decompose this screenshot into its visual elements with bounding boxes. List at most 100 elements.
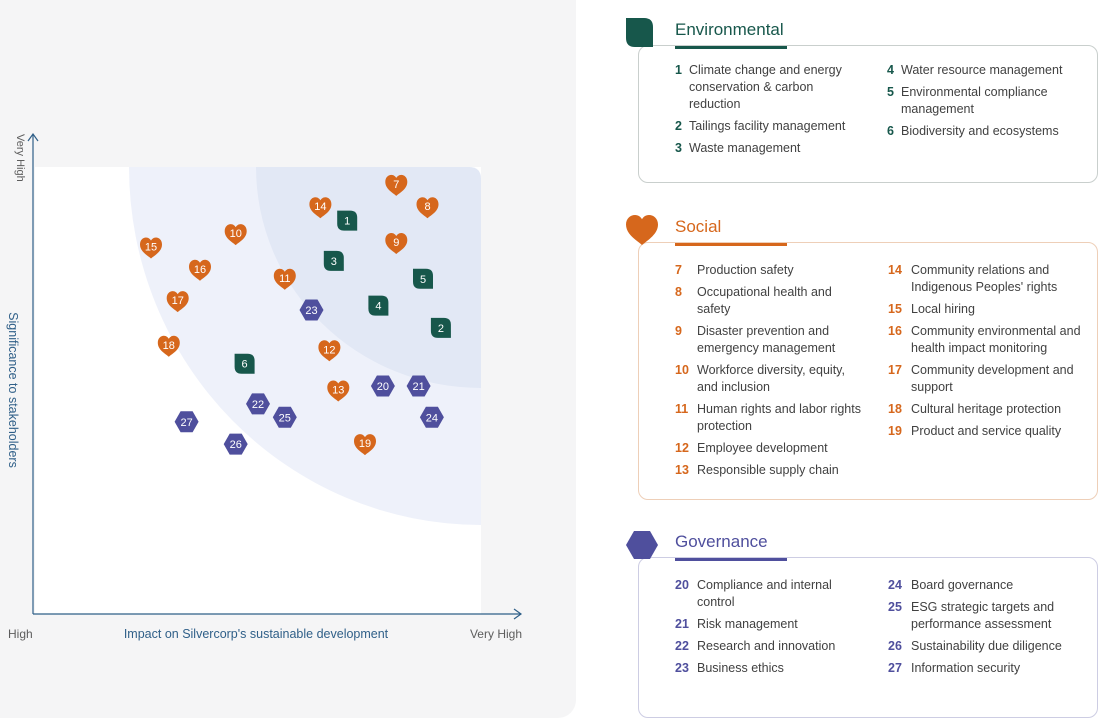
legend-item-label: Compliance and internal control: [697, 578, 832, 609]
marker-22: 22: [246, 393, 270, 415]
legend-item-number: 1: [675, 63, 682, 77]
social-title: Social: [675, 217, 722, 236]
legend-item-27: 27 Information security: [888, 660, 1088, 677]
heart-icon: [626, 215, 658, 245]
marker-4: 4: [368, 295, 389, 316]
y-axis-arrow: [27, 132, 39, 142]
marker-12: 12: [318, 340, 341, 362]
marker-label: 26: [230, 439, 242, 451]
marker-1: 1: [337, 210, 358, 231]
marker-8: 8: [416, 197, 439, 219]
legend-item-9: 9 Disaster prevention and emergency manag…: [675, 323, 865, 357]
legend-item-1: 1 Climate change and energy conservation …: [675, 62, 865, 113]
marker-24: 24: [419, 406, 444, 428]
marker-label: 18: [163, 340, 175, 352]
legend-item-number: 26: [888, 639, 902, 653]
heart-marker-shape: [273, 268, 296, 290]
legend-item-label: Tailings facility management: [689, 119, 846, 133]
marker-19: 19: [354, 434, 376, 456]
marker-label: 4: [375, 301, 381, 313]
material-zone-inner: [256, 167, 481, 388]
marker-2: 2: [430, 317, 451, 338]
legend-item-number: 3: [675, 141, 682, 155]
legend-item-14: 14 Community relations and Indigenous Peo…: [888, 262, 1088, 296]
legend-item-label: Workforce diversity, equity, and inclusi…: [697, 363, 845, 394]
axes: [27, 132, 523, 620]
marker-20: 20: [370, 375, 395, 397]
legend-item-label: Board governance: [911, 578, 1014, 592]
marker-7: 7: [385, 174, 408, 196]
marker-label: 9: [393, 237, 399, 249]
heart-marker-shape: [224, 224, 247, 246]
marker-10: 10: [224, 224, 247, 246]
legend-item-4: 4 Water resource management: [887, 62, 1087, 79]
legend-item-20: 20 Compliance and internal control: [675, 577, 865, 611]
marker-15: 15: [140, 237, 162, 259]
leaf-marker-shape: [337, 210, 358, 231]
legend-item-label: Community environmental and health impac…: [911, 324, 1081, 355]
legend-item-2: 2 Tailings facility management: [675, 118, 865, 135]
heart-marker-shape: [157, 335, 180, 357]
legend-item-label: Disaster prevention and emergency manage…: [697, 324, 836, 355]
heart-marker-shape: [385, 174, 408, 196]
hexagon-marker-shape: [419, 406, 444, 428]
marker-23: 23: [299, 299, 324, 321]
legend-item-13: 13 Responsible supply chain: [675, 462, 865, 479]
marker-label: 27: [180, 417, 192, 429]
legend-item-label: Occupational health and safety: [697, 285, 832, 316]
marker-25: 25: [272, 406, 297, 428]
marker-26: 26: [223, 433, 248, 455]
marker-11: 11: [273, 268, 296, 290]
legend-item-3: 3 Waste management: [675, 140, 865, 157]
legend-item-12: 12 Employee development: [675, 440, 865, 457]
legend-item-number: 16: [888, 324, 902, 338]
legend-item-label: Employee development: [697, 441, 828, 455]
hexagon-marker-shape: [223, 433, 248, 455]
leaf-marker-shape: [368, 295, 389, 316]
marker-14: 14: [309, 197, 332, 219]
legend-item-number: 19: [888, 424, 902, 438]
leaf-marker-shape: [430, 317, 451, 338]
hexagon-icon: [626, 531, 658, 559]
legend-item-8: 8 Occupational health and safety: [675, 284, 865, 318]
marker-13: 13: [327, 380, 350, 402]
governance-title: Governance: [675, 532, 768, 551]
legend-item-number: 21: [675, 617, 689, 631]
legend-item-10: 10 Workforce diversity, equity, and inclu…: [675, 362, 865, 396]
marker-label: 21: [412, 381, 424, 393]
social-legend-box: [638, 242, 1098, 500]
legend-item-number: 13: [675, 463, 689, 477]
x-axis-arrow: [513, 608, 523, 620]
marker-label: 10: [230, 228, 242, 240]
heart-marker-shape: [166, 291, 189, 313]
heart-marker-shape: [385, 233, 408, 254]
leaf-marker-shape: [413, 268, 433, 289]
legend-item-number: 24: [888, 578, 902, 592]
legend-item-number: 25: [888, 600, 902, 614]
legend-item-22: 22 Research and innovation: [675, 638, 865, 655]
legend-item-17: 17 Community development and support: [888, 362, 1088, 396]
legend-item-label: Product and service quality: [911, 424, 1062, 438]
social-list-col2: 14 Community relations and Indigenous Peo…: [888, 262, 1088, 445]
legend-item-label: ESG strategic targets and performance as…: [911, 600, 1055, 631]
y-tick-high: Very High: [14, 134, 26, 182]
y-axis-label: Significance to stakeholders: [6, 312, 20, 468]
hexagon-marker-shape: [174, 411, 199, 433]
marker-label: 8: [424, 201, 430, 213]
legend-item-number: 9: [675, 324, 682, 338]
marker-label: 13: [332, 385, 344, 397]
materiality-matrix-chart: High Very High Impact on Silvercorp's su…: [6, 132, 523, 641]
marker-27: 27: [174, 411, 199, 433]
heart-marker-shape: [140, 237, 162, 259]
legend-item-number: 7: [675, 263, 682, 277]
legend-item-label: Risk management: [697, 617, 798, 631]
marker-6: 6: [234, 353, 255, 374]
marker-label: 3: [331, 256, 337, 268]
legend-item-19: 19 Product and service quality: [888, 423, 1088, 440]
marker-label: 14: [314, 201, 326, 213]
marker-label: 19: [359, 438, 371, 450]
legend-item-label: Business ethics: [697, 661, 784, 675]
legend-item-number: 17: [888, 363, 902, 377]
marker-label: 20: [377, 381, 389, 393]
legend-item-24: 24 Board governance: [888, 577, 1088, 594]
